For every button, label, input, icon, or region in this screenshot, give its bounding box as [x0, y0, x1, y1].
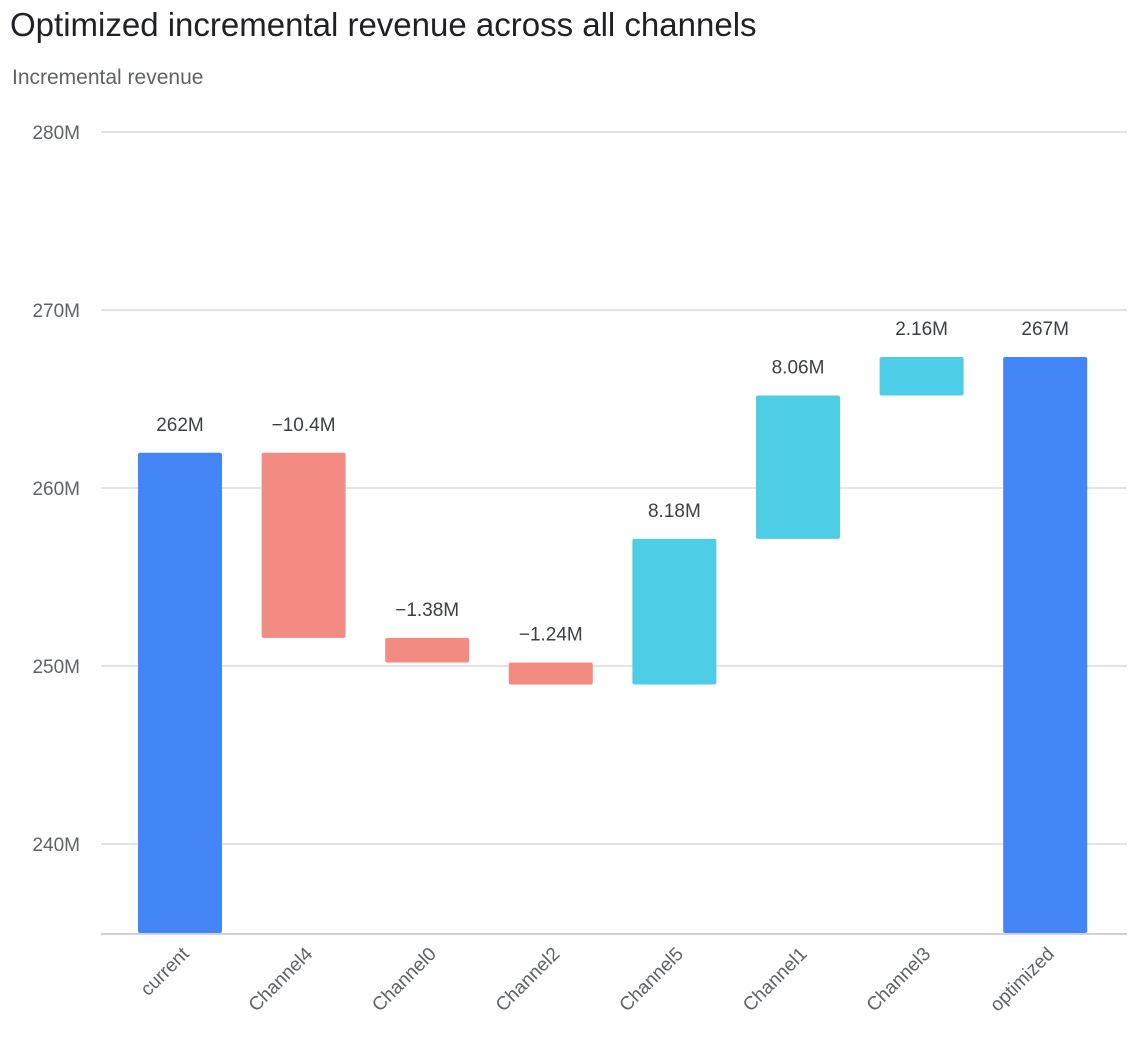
data-label: 2.16M [895, 319, 948, 340]
data-label: 8.18M [648, 501, 701, 522]
y-tick-label: 240M [32, 835, 80, 856]
x-tick-label: Channel4 [245, 943, 318, 1016]
y-tick-label: 280M [32, 123, 80, 144]
x-tick-label: current [137, 943, 194, 1000]
x-tick-label: Channel5 [616, 944, 688, 1016]
bar-channel2 [508, 662, 593, 685]
bar-channel0 [385, 637, 470, 663]
data-label: −1.24M [519, 624, 583, 645]
y-tick-label: 270M [32, 301, 80, 322]
x-tick-label: Channel3 [863, 944, 935, 1016]
bar-channel1 [756, 395, 840, 539]
data-label: −10.4M [272, 415, 336, 436]
bar-channel3 [879, 356, 964, 396]
y-tick-label: 260M [32, 479, 80, 500]
x-tick-label: Channel2 [492, 944, 564, 1016]
y-axis-label: Incremental revenue [12, 66, 204, 89]
bar-optimized [1003, 356, 1088, 933]
data-label: 8.06M [772, 357, 825, 378]
y-tick-label: 250M [32, 657, 80, 678]
bar-channel4 [261, 452, 346, 638]
data-label: 267M [1021, 319, 1069, 340]
bar-channel5 [632, 538, 717, 685]
bar-current [138, 452, 222, 933]
data-label: 262M [156, 415, 204, 436]
x-tick-label: optimized [986, 944, 1058, 1016]
x-tick-label: Channel0 [368, 944, 440, 1016]
chart-title: Optimized incremental revenue across all… [10, 6, 757, 43]
data-label: −1.38M [395, 600, 459, 621]
x-tick-label: Channel1 [739, 944, 811, 1016]
